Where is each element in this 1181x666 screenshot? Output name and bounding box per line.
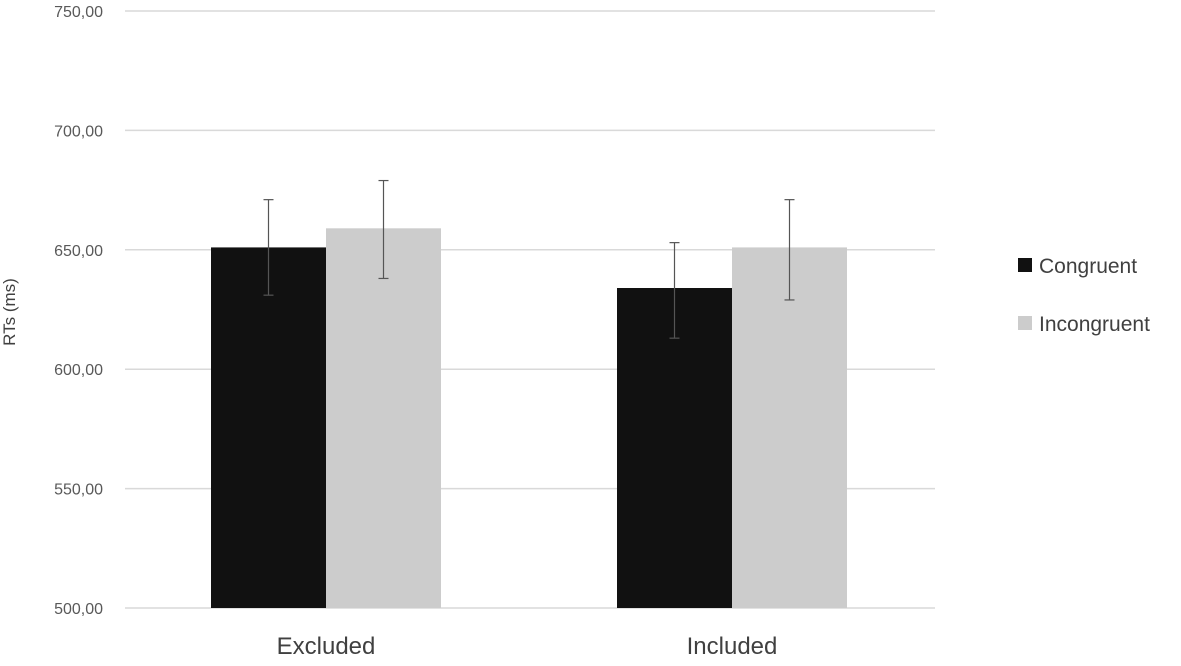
- legend-swatch: [1018, 316, 1032, 330]
- x-category-label: Included: [687, 633, 778, 660]
- legend-label: Incongruent: [1039, 313, 1150, 336]
- legend-item-incongruent: Incongruent: [1018, 313, 1150, 336]
- bar-incongruent-included: [732, 247, 847, 609]
- bar-congruent-excluded: [211, 247, 326, 609]
- y-tick-label: 550,00: [54, 482, 103, 499]
- legend-label: Congruent: [1039, 255, 1137, 278]
- error-bars: [263, 179, 795, 339]
- legend-swatch: [1018, 258, 1032, 272]
- y-axis-title: RTs (ms): [0, 278, 19, 346]
- legend: Congruent Incongruent: [1018, 255, 1150, 336]
- y-tick-label: 700,00: [54, 123, 103, 140]
- bar-congruent-included: [617, 288, 732, 608]
- y-tick-label: 650,00: [54, 243, 103, 260]
- error-bar: [669, 242, 680, 339]
- y-tick-label: 750,00: [54, 4, 103, 21]
- x-category-label: Excluded: [277, 633, 376, 660]
- bars: [211, 228, 847, 609]
- x-axis-labels: Excluded Included: [277, 633, 778, 660]
- error-bar: [378, 179, 389, 280]
- y-axis-ticks: 500,00 550,00 600,00 650,00 700,00 750,00: [54, 4, 103, 618]
- legend-item-congruent: Congruent: [1018, 255, 1137, 278]
- y-tick-label: 500,00: [54, 601, 103, 618]
- error-bar: [784, 199, 795, 301]
- bar-incongruent-excluded: [326, 228, 441, 609]
- y-tick-label: 600,00: [54, 362, 103, 379]
- error-bar: [263, 199, 274, 296]
